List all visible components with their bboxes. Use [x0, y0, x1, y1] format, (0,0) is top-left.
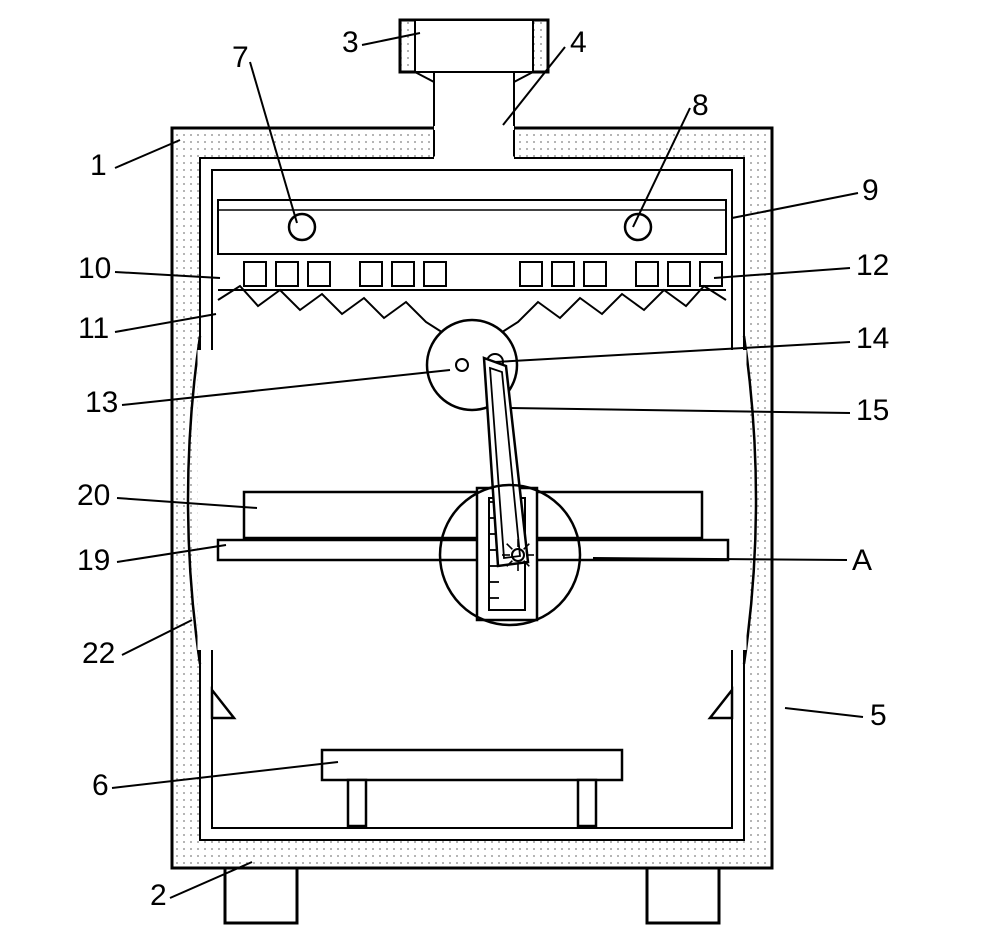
leader-5 [785, 708, 863, 717]
callout-14: 14 [856, 322, 889, 355]
callout-2: 2 [150, 879, 167, 912]
callout-9: 9 [862, 174, 879, 207]
callout-6: 6 [92, 769, 109, 802]
callout-10: 10 [78, 252, 111, 285]
callout-4: 4 [570, 26, 587, 59]
callout-1: 1 [90, 149, 107, 182]
callout-19: 19 [77, 544, 110, 577]
callout-5: 5 [870, 699, 887, 732]
callout-11: 11 [78, 312, 109, 345]
callout-20: 20 [77, 479, 110, 512]
leader-1 [115, 140, 180, 168]
callout-A: A [852, 544, 872, 577]
callout-3: 3 [342, 26, 359, 59]
callout-12: 12 [856, 249, 889, 282]
callout-8: 8 [692, 89, 709, 122]
callout-22: 22 [82, 637, 115, 670]
callout-15: 15 [856, 394, 889, 427]
callout-13: 13 [85, 386, 118, 419]
callout-7: 7 [232, 41, 249, 74]
diagram-canvas: 123456789101112131415192022A [0, 0, 1000, 947]
